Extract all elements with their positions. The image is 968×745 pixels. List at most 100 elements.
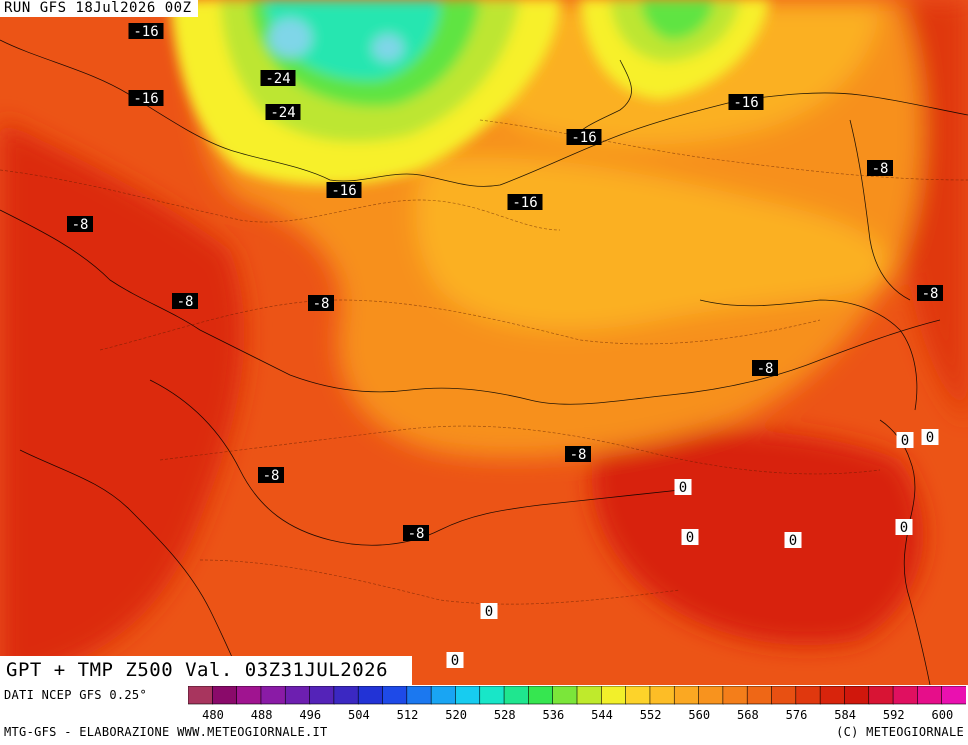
temperature-label: -8 xyxy=(308,295,334,312)
legend-swatch xyxy=(357,686,384,705)
temperature-label-text: -16 xyxy=(571,130,596,146)
temperature-label: -8 xyxy=(752,360,778,377)
temperature-label-box xyxy=(784,532,802,548)
legend-swatch xyxy=(844,686,870,705)
legend-swatch xyxy=(771,686,797,705)
legend-swatch xyxy=(212,686,238,705)
temperature-label: -16 xyxy=(128,23,164,40)
temperature-label-text: 0 xyxy=(900,520,908,536)
temperature-label-text: 0 xyxy=(789,533,797,549)
temperature-label: -8 xyxy=(172,293,198,310)
geopotential-temperature-map: -16 -24 -16 -24 -16 -16 -16 -16 -8 -8 -8 -8 -8 -8 -8 -8… xyxy=(0,0,968,685)
temperature-label-text: -8 xyxy=(72,217,89,233)
temperature-label-box xyxy=(480,603,498,619)
temperature-label: -24 xyxy=(265,104,301,121)
legend-tick-label: 544 xyxy=(591,708,613,722)
legend-swatch xyxy=(503,686,530,705)
temperature-label-text: -24 xyxy=(270,105,295,121)
legend-tick-label: 536 xyxy=(543,708,565,722)
temperature-label: 0 xyxy=(674,479,692,496)
temperature-label-text: -16 xyxy=(133,91,158,107)
credit-left: MTG-GFS - ELABORAZIONE WWW.METEOGIORNALE… xyxy=(4,725,328,739)
temperature-label-text: -8 xyxy=(177,294,194,310)
legend-swatch xyxy=(649,686,676,705)
temperature-label-text: -16 xyxy=(133,24,158,40)
legend-swatch xyxy=(698,686,724,705)
legend-swatch xyxy=(382,686,408,705)
legend-swatch xyxy=(819,686,846,705)
temperature-label: -24 xyxy=(260,70,296,87)
temperature-label-text: -16 xyxy=(733,95,758,111)
temperature-label: 0 xyxy=(784,532,802,549)
legend-swatch xyxy=(722,686,748,705)
temperature-label-box xyxy=(728,94,764,110)
temperature-label-text: -8 xyxy=(263,468,280,484)
legend-swatch xyxy=(917,686,943,705)
legend-tick-label: 496 xyxy=(299,708,321,722)
legend-tick-label: 528 xyxy=(494,708,516,722)
legend-tick-label: 576 xyxy=(786,708,808,722)
temperature-label-text: -8 xyxy=(757,361,774,377)
temperature-label-text: 0 xyxy=(686,530,694,546)
legend-tick-label: 552 xyxy=(640,708,662,722)
temperature-label-text: 0 xyxy=(451,653,459,669)
temperature-label: -8 xyxy=(867,160,893,177)
temperature-label-box xyxy=(895,519,913,535)
legend-swatch xyxy=(188,686,214,705)
temperature-label-text: -8 xyxy=(872,161,889,177)
temperature-label: -16 xyxy=(507,194,543,211)
temperature-label-box xyxy=(566,129,602,145)
temperature-label-box xyxy=(921,429,939,445)
temperature-label-box xyxy=(867,160,893,176)
temperature-label-text: -16 xyxy=(331,183,356,199)
legend-swatch xyxy=(941,686,966,705)
temperature-label-box xyxy=(674,479,692,495)
legend-tick-label: 504 xyxy=(348,708,370,722)
legend-swatch xyxy=(625,686,651,705)
temperature-label: -8 xyxy=(565,446,591,463)
map-title: GPT + TMP Z500 Val. 03Z31JUL2026 xyxy=(0,656,412,685)
temperature-label: 0 xyxy=(480,603,498,620)
temperature-label-box xyxy=(896,432,914,448)
temperature-label-box xyxy=(308,295,334,311)
temperature-label: 0 xyxy=(896,432,914,449)
height-field-shading xyxy=(0,0,968,685)
temperature-label: -8 xyxy=(403,525,429,542)
legend-tick-label: 488 xyxy=(251,708,273,722)
legend-tick-label: 520 xyxy=(445,708,467,722)
temperature-label-text: 0 xyxy=(485,604,493,620)
temperature-label: -16 xyxy=(128,90,164,107)
data-source-label: DATI NCEP GFS 0.25° xyxy=(4,688,147,702)
legend-swatch xyxy=(673,686,700,705)
legend-swatch xyxy=(333,686,359,705)
legend-tick-label: 568 xyxy=(737,708,759,722)
color-scale-legend: 480 488 496 504 512 520 528 536 544 552 560 568 576 5… xyxy=(188,686,966,722)
temperature-label-box xyxy=(326,182,362,198)
temperature-label-text: -8 xyxy=(570,447,587,463)
legend-swatch xyxy=(309,686,335,705)
temperature-label: 0 xyxy=(446,652,464,669)
temperature-label-box xyxy=(258,467,284,483)
contour-lines xyxy=(0,119,968,605)
temperature-label: -8 xyxy=(67,216,93,233)
legend-tick-label: 592 xyxy=(883,708,905,722)
temperature-label: -16 xyxy=(326,182,362,199)
temperature-label-box xyxy=(681,529,699,545)
run-label: RUN GFS 18Jul2026 00Z xyxy=(0,0,198,17)
temperature-label-text: -16 xyxy=(512,195,537,211)
temperature-label: -8 xyxy=(258,467,284,484)
temperature-label-box xyxy=(917,285,943,301)
legend-tick-label: 560 xyxy=(688,708,710,722)
legend-tick-label: 584 xyxy=(834,708,856,722)
temperature-label-box xyxy=(565,446,591,462)
legend-swatch xyxy=(552,686,578,705)
footer: DATI NCEP GFS 0.25° 480 488 496 504 512 520 52… xyxy=(0,685,968,745)
legend-tick-label: 480 xyxy=(202,708,224,722)
legend-swatch xyxy=(430,686,457,705)
temperature-label-box xyxy=(128,23,164,39)
temperature-label: -8 xyxy=(917,285,943,302)
legend-swatch xyxy=(479,686,505,705)
legend-swatch xyxy=(601,686,627,705)
temperature-label-box xyxy=(403,525,429,541)
